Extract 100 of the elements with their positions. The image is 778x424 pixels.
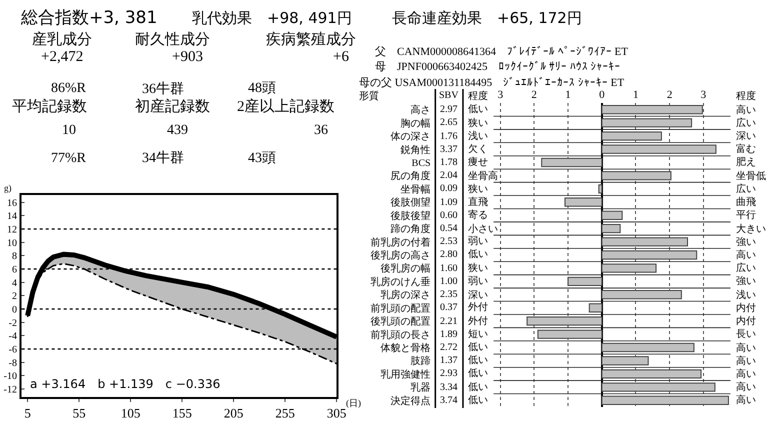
text: 直飛 — [468, 196, 488, 208]
bar — [541, 158, 602, 168]
x-tick-label: 155 — [172, 405, 192, 420]
text: 疾病繁殖成分 — [266, 31, 356, 48]
text: 低い — [468, 382, 488, 393]
text: 形質 — [359, 90, 379, 102]
text: 低い — [468, 395, 488, 406]
text: 0.60 — [440, 210, 458, 221]
bar — [601, 105, 703, 114]
text: 肥え — [736, 157, 756, 168]
text: 高い — [736, 368, 756, 380]
annotation: 坐骨高 — [468, 170, 498, 182]
text: 程度 — [468, 90, 488, 102]
bar — [601, 171, 672, 180]
text: 1.09 — [440, 197, 458, 208]
y-tick-label: 乳房の深さ — [380, 289, 431, 302]
x-tick-label: 1 — [565, 88, 571, 101]
y-tick-label: BCS — [412, 158, 431, 169]
text: 狭い — [468, 117, 488, 129]
x-tick-label: 1 — [632, 88, 638, 101]
x-tick-label: 55 — [72, 405, 86, 420]
y-tick-label: 16 — [6, 198, 17, 209]
text: 強い — [736, 275, 756, 287]
x-tick-label: 2 — [531, 88, 537, 101]
bar — [601, 369, 702, 379]
text: 程度 — [736, 90, 756, 102]
text: 0.37 — [440, 302, 458, 313]
text: 高い — [736, 104, 756, 116]
y-tick-label: 坐骨幅 — [400, 183, 431, 196]
text: 浅い — [468, 130, 488, 142]
text: 高い — [736, 342, 756, 354]
text: 平均記録数 — [12, 98, 87, 115]
y-tick-label: 6 — [12, 264, 17, 276]
y-tick-label: 蹄の角度 — [390, 223, 431, 236]
y-tick-label: 乳用強健性 — [380, 368, 431, 380]
y-tick-label: 0 — [12, 304, 17, 316]
text: 1.76 — [440, 131, 458, 142]
text: 外付 — [468, 302, 488, 313]
x-tick-label: 0 — [599, 88, 606, 101]
y-tick-label: -6 — [8, 344, 17, 356]
text: 父 CANM000008641364 ﾌﾞﾚｲﾃﾞｰﾙ ﾍﾟｰｼﾞﾜｲｱｰ ET — [375, 45, 628, 58]
text: 富む — [736, 143, 756, 155]
y-tick-label: 前乳頭の配置 — [370, 302, 431, 314]
x-tick-label: 205 — [224, 405, 244, 420]
text: 1.00 — [440, 276, 458, 287]
text: 弱い — [468, 276, 488, 287]
text: 欠く — [468, 143, 488, 155]
text: +2,472 — [41, 49, 84, 65]
text: 母 JPNF000663402425 ﾛｯｸｲｰｸﾞﾙ ｻﾘｰ ﾊｳｽ ｼｬｰｷｰ — [375, 60, 621, 73]
text: 43頭 — [248, 151, 276, 166]
bar — [601, 264, 657, 273]
y-tick-label: 4 — [12, 278, 17, 289]
text: 痩せ — [468, 156, 488, 168]
text: 0.09 — [440, 183, 458, 194]
y-tick-label: 決定得点 — [390, 394, 431, 407]
y-tick-label: 前乳房の付着 — [370, 236, 431, 248]
text: 36牛群 — [142, 81, 184, 97]
bar — [526, 316, 602, 326]
text: 寄る — [468, 209, 488, 221]
text: 36 — [314, 123, 328, 138]
text: 2産以上記録数 — [237, 98, 334, 115]
text: 産乳成分 — [32, 31, 92, 48]
y-tick-label: 前乳頭の長さ — [370, 328, 431, 341]
text: 坐骨低 — [736, 170, 766, 182]
text: 曲飛 — [736, 196, 756, 208]
text: 1.89 — [440, 329, 458, 340]
text: 2.93 — [440, 368, 458, 379]
text: 高い — [736, 249, 756, 261]
x-tick-label: 105 — [120, 405, 140, 420]
text: 低い — [468, 342, 488, 353]
text: 長い — [736, 329, 756, 340]
text: 総合指数+3, 381 — [20, 8, 158, 28]
y-axis-title: g) — [4, 183, 12, 193]
y-tick-label: 10 — [6, 238, 17, 249]
y-tick-label: 2 — [12, 291, 17, 302]
text: 439 — [167, 123, 188, 138]
y-tick-label: 後乳頭の配置 — [370, 316, 431, 328]
y-tick-label: 後肢側望 — [390, 196, 431, 209]
text: 1.37 — [440, 355, 458, 366]
text: 2.72 — [440, 342, 458, 353]
text: 3.34 — [440, 382, 458, 393]
y-tick-label: -4 — [8, 331, 17, 342]
text: 初産記録数 — [135, 98, 210, 115]
text: 外付 — [468, 316, 488, 327]
text: 48頭 — [248, 81, 276, 96]
x-axis-title: (日) — [346, 398, 361, 408]
text: 狭い — [468, 262, 488, 274]
text: 高い — [736, 355, 756, 367]
text: 低い — [468, 368, 488, 379]
annotation: 小さい — [468, 223, 498, 235]
text: 大きい — [736, 223, 766, 235]
bar — [564, 198, 602, 207]
text: +6 — [333, 49, 350, 65]
text: 深い — [736, 130, 756, 142]
text: 77%R — [51, 151, 87, 166]
text: 強い — [736, 236, 756, 248]
bar — [588, 303, 602, 312]
y-tick-label: 尻の角度 — [390, 170, 431, 182]
text: 浅い — [736, 289, 756, 301]
text: 3.74 — [440, 395, 458, 406]
